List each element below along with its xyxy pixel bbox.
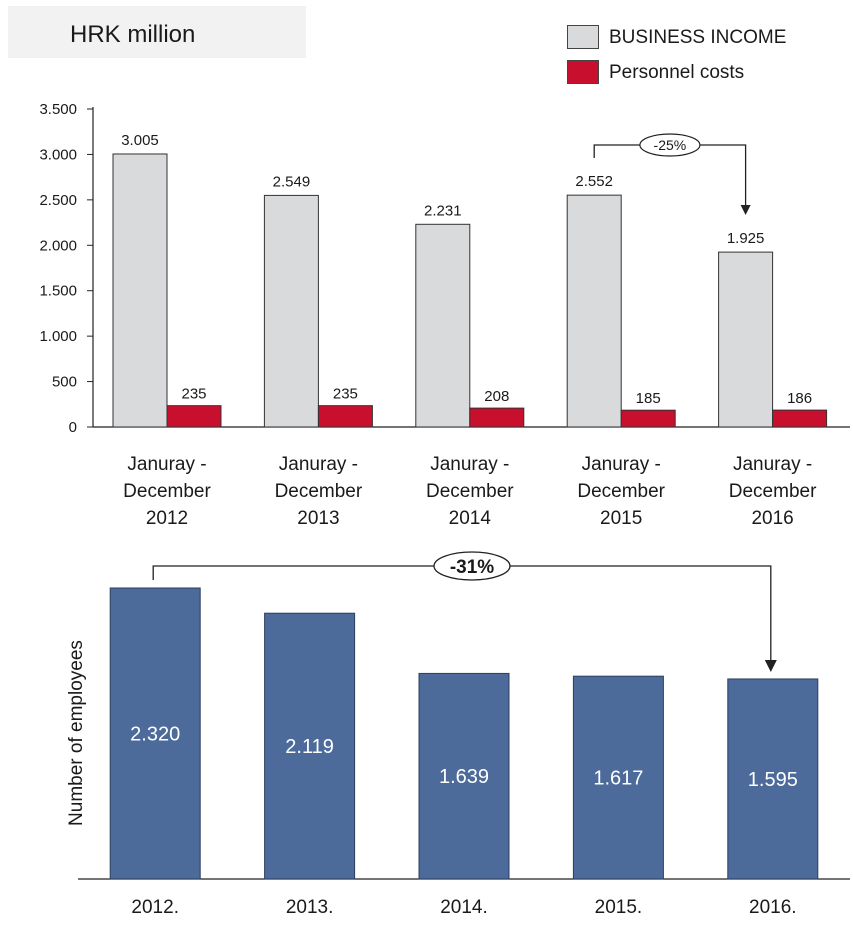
- bar-employees: [572, 675, 664, 880]
- legend-label-personnel-costs: Personnel costs: [609, 62, 745, 83]
- legend-swatch-business-income: [567, 25, 599, 49]
- data-label-business-income: 2.231: [424, 202, 462, 219]
- data-label-personnel-costs: 186: [787, 390, 812, 407]
- y-tick-label: 0: [69, 419, 77, 436]
- x-tick-label: December: [577, 481, 665, 502]
- y-tick-label: 1.500: [39, 283, 77, 300]
- legend-label-business-income: BUSINESS INCOME: [609, 27, 787, 48]
- income-costs-chart: 0 500 1.000 1.500 2.000 2.500 3.000 3.500 3.005 2…: [39, 101, 850, 529]
- bar-employees: [109, 587, 201, 880]
- x-tick-label: 2013: [297, 508, 339, 529]
- x-tick-label: December: [426, 481, 514, 502]
- x-tick-label: 2015.: [595, 897, 643, 918]
- data-label-business-income: 2.552: [575, 173, 613, 190]
- bar-personnel-costs: [772, 409, 828, 428]
- x-tick-label: 2012: [146, 508, 188, 529]
- x-tick-label: 2015: [600, 508, 642, 529]
- bar-personnel-costs: [620, 409, 676, 428]
- annotation-label: -25%: [654, 137, 687, 153]
- annotation-label: -31%: [450, 557, 494, 578]
- y-tick-label: 1.000: [39, 328, 77, 345]
- x-tick-label: December: [729, 481, 817, 502]
- x-tick-label: Januray -: [279, 454, 358, 475]
- annotation-badge: [639, 133, 701, 157]
- bar-business-income: [263, 194, 319, 428]
- bar-employees: [418, 672, 510, 880]
- x-tick-label: December: [275, 481, 363, 502]
- legend-swatch-personnel-costs: [567, 60, 599, 84]
- data-label-personnel-costs: 235: [333, 386, 358, 403]
- bar-business-income: [718, 251, 774, 428]
- annotation-arrowhead: [740, 205, 751, 215]
- bar-employees: [727, 678, 819, 880]
- bar-business-income: [415, 223, 471, 428]
- unit-label: HRK million: [70, 21, 196, 48]
- bar-personnel-costs: [317, 405, 373, 428]
- x-tick-label: 2016: [751, 508, 793, 529]
- x-tick-label: Januray -: [582, 454, 661, 475]
- data-label-personnel-costs: 185: [636, 390, 661, 407]
- data-label-personnel-costs: 235: [181, 386, 206, 403]
- y-tick-label: 2.500: [39, 192, 77, 209]
- data-label-employees: 1.617: [593, 768, 643, 790]
- annotation-badge: [433, 551, 511, 581]
- x-tick-label: 2012.: [131, 897, 179, 918]
- data-label-business-income: 2.549: [273, 173, 311, 190]
- x-tick-label: 2014.: [440, 897, 488, 918]
- unit-label-box: HRK million: [8, 6, 306, 58]
- data-label-employees: 2.320: [130, 724, 180, 746]
- x-tick-label: 2013.: [286, 897, 334, 918]
- data-label-personnel-costs: 208: [484, 388, 509, 405]
- data-label-employees: 1.639: [439, 766, 489, 788]
- y-tick-label: 500: [52, 374, 77, 391]
- x-tick-label: December: [123, 481, 211, 502]
- bar-personnel-costs: [166, 405, 222, 428]
- data-label-employees: 1.595: [748, 769, 798, 791]
- bar-employees: [264, 612, 356, 880]
- data-label-employees: 2.119: [285, 736, 334, 758]
- legend-item-business-income: BUSINESS INCOME: [567, 25, 817, 53]
- bar-personnel-costs: [469, 407, 525, 428]
- y-tick-label: 3.000: [39, 146, 77, 163]
- annotation-arrowhead: [764, 660, 777, 672]
- x-tick-label: Januray -: [430, 454, 509, 475]
- y-tick-label: 3.500: [39, 101, 77, 118]
- y-tick-label: 2.000: [39, 237, 77, 254]
- y-axis-label: Number of employees: [66, 640, 87, 826]
- x-tick-label: Januray -: [733, 454, 812, 475]
- legend-item-personnel-costs: Personnel costs: [567, 60, 817, 88]
- x-tick-label: 2016.: [749, 897, 797, 918]
- data-label-business-income: 3.005: [121, 132, 159, 149]
- x-tick-label: 2014: [449, 508, 492, 529]
- x-tick-label: Januray -: [127, 454, 206, 475]
- bar-business-income: [112, 153, 168, 428]
- bar-business-income: [566, 194, 622, 428]
- data-label-business-income: 1.925: [727, 230, 765, 247]
- annotation-connector: [152, 565, 772, 664]
